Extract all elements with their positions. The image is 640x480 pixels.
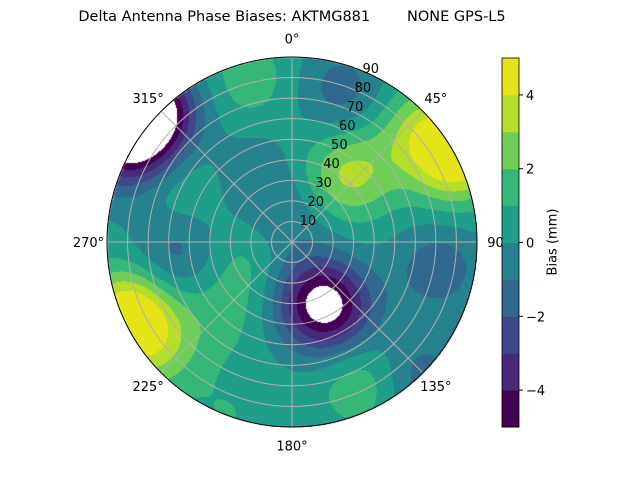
radial-tick-label: 20 — [307, 195, 324, 210]
colorbar: −4 −2 0 2 4 — [501, 57, 545, 428]
colorbar-tick-label: −2 — [526, 310, 545, 325]
colorbar-tick-label: 4 — [526, 89, 534, 104]
polar-grid — [106, 56, 478, 428]
angular-tick-label: 45° — [424, 92, 447, 107]
radial-tick-label: 90 — [363, 62, 380, 77]
colorbar-tick-label: 0 — [526, 237, 534, 252]
colorbar-tick-label: −4 — [526, 384, 545, 399]
colorbar-swatch — [502, 168, 519, 207]
colorbar-swatch — [502, 353, 519, 391]
colorbar-swatch — [502, 316, 519, 354]
colorbar-swatch — [502, 242, 519, 280]
angular-tick-label: 180° — [276, 440, 307, 455]
radial-tick-label: 80 — [355, 81, 372, 96]
colorbar-swatch — [502, 58, 519, 96]
radial-tick-label: 30 — [315, 176, 332, 191]
angular-gridline — [160, 241, 293, 374]
angular-tick-label: 0° — [285, 33, 300, 48]
colorbar-swatch — [502, 279, 519, 317]
angular-tick-labels: 0° 45° 90 135° 180° 225° 270° 315° — [73, 33, 504, 455]
angular-gridline — [160, 110, 293, 243]
angular-gridline — [291, 110, 424, 243]
colorbar-label: Bias (mm) — [545, 208, 561, 276]
colorbar-swatch — [502, 205, 519, 243]
radial-tick-label: 60 — [339, 119, 356, 134]
angular-tick-label: 225° — [132, 380, 163, 395]
radial-tick-label: 40 — [323, 157, 340, 172]
angular-tick-label: 135° — [420, 380, 451, 395]
radial-tick-label: 10 — [300, 214, 317, 229]
angular-tick-label: 90 — [487, 236, 504, 251]
angular-tick-label: 270° — [73, 236, 104, 251]
colorbar-swatch — [502, 390, 519, 428]
angular-tick-label: 315° — [132, 92, 163, 107]
colorbar-swatch — [502, 94, 519, 133]
radial-tick-labels: 10 20 30 40 50 60 70 80 90 — [300, 62, 379, 229]
angular-gridline — [291, 241, 424, 374]
chart-title: Delta Antenna Phase Biases: AKTMG881 NON… — [78, 9, 506, 25]
colorbar-tick-label: 2 — [526, 163, 534, 178]
polar-frame — [106, 56, 478, 428]
radial-tick-label: 70 — [347, 100, 364, 115]
colorbar-swatch — [502, 131, 519, 170]
radial-tick-label: 50 — [331, 138, 348, 153]
